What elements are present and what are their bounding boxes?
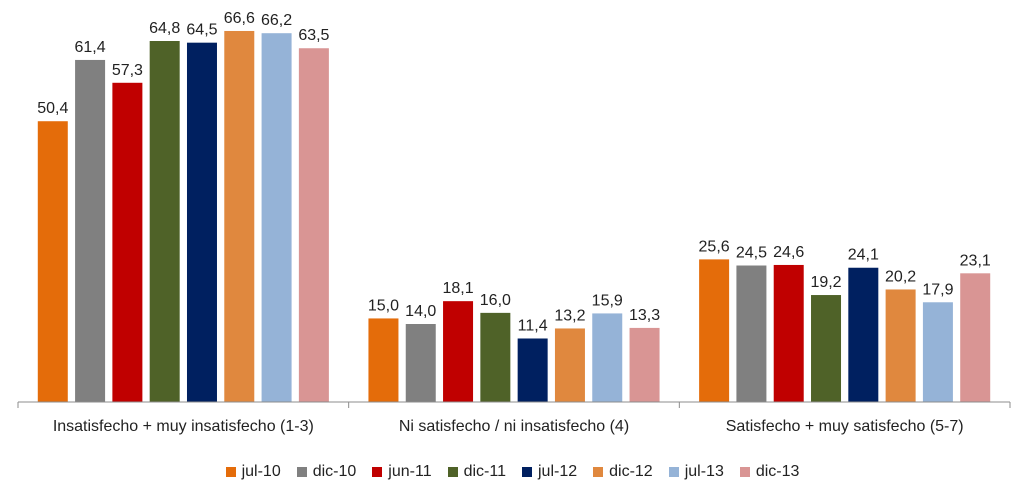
value-label: 24,6 xyxy=(773,244,804,261)
bar-jul-10-0 xyxy=(37,121,68,402)
value-label: 61,4 xyxy=(75,39,106,56)
x-axis xyxy=(17,401,1011,408)
value-label: 64,8 xyxy=(149,20,180,37)
bar-jul-12-1 xyxy=(517,338,548,402)
bar-dic-12-0 xyxy=(224,30,255,402)
bar-jun-11-2 xyxy=(773,264,804,402)
legend-item-dic-11: dic-11 xyxy=(447,463,506,481)
value-label: 20,2 xyxy=(885,268,916,285)
value-label: 15,0 xyxy=(368,297,399,314)
category-label: Ni satisfecho / ni insatisfecho (4) xyxy=(399,418,629,435)
value-label: 66,2 xyxy=(261,12,292,29)
value-label: 18,1 xyxy=(442,280,473,297)
bar-dic-13-2 xyxy=(960,273,991,402)
bar-dic-11-1 xyxy=(480,312,511,402)
bar-jul-13-1 xyxy=(592,313,623,402)
legend-item-dic-10: dic-10 xyxy=(296,463,357,481)
legend-item-jul-10: jul-10 xyxy=(225,463,281,481)
value-label: 14,0 xyxy=(405,303,436,320)
legend-swatch xyxy=(521,467,532,477)
legend-label: jul-13 xyxy=(684,463,724,480)
value-label: 23,1 xyxy=(960,252,991,269)
bar-dic-10-2 xyxy=(736,265,767,402)
value-label: 16,0 xyxy=(480,292,511,309)
value-label: 24,1 xyxy=(848,247,879,264)
value-label: 64,5 xyxy=(186,22,217,39)
bar-dic-11-0 xyxy=(149,41,180,402)
legend-swatch xyxy=(739,467,750,477)
legend-item-jul-13: jul-13 xyxy=(668,463,724,481)
legend-label: dic-10 xyxy=(312,463,357,480)
bars-layer xyxy=(37,30,991,403)
value-label: 11,4 xyxy=(518,317,548,334)
bar-dic-12-2 xyxy=(885,289,916,402)
value-label: 17,9 xyxy=(922,281,953,298)
value-label: 63,5 xyxy=(298,27,329,44)
category-label: Satisfecho + muy satisfecho (5-7) xyxy=(726,418,964,435)
value-labels-layer: 50,4 61,4 57,3 64,8 64,5 66,6 66,2 63,5 15,0 14,0… xyxy=(37,10,991,335)
legend-item-jun-11: jun-11 xyxy=(372,463,432,481)
bar-dic-11-2 xyxy=(811,295,842,402)
value-label: 57,3 xyxy=(112,62,143,79)
bar-jul-13-2 xyxy=(922,302,953,402)
value-label: 13,3 xyxy=(629,307,660,324)
legend-swatch xyxy=(668,467,679,477)
legend-item-dic-12: dic-12 xyxy=(593,463,653,481)
bar-dic-10-0 xyxy=(75,59,106,403)
bar-jul-10-1 xyxy=(368,318,399,402)
bar-jul-10-2 xyxy=(699,259,730,402)
legend-swatch xyxy=(225,467,236,477)
bar-jun-11-1 xyxy=(443,301,474,402)
legend-label: jun-11 xyxy=(388,463,432,480)
legend-label: jul-12 xyxy=(537,463,578,480)
legend-label: dic-12 xyxy=(609,463,653,480)
legend-swatch xyxy=(447,467,458,477)
category-label: Insatisfecho + muy insatisfecho (1-3) xyxy=(53,418,314,435)
bar-dic-12-1 xyxy=(554,328,585,402)
legend-swatch xyxy=(372,467,383,477)
value-label: 50,4 xyxy=(37,100,68,117)
legend: jul-10 dic-10 jun-11 dic-11 jul-12 dic-12 jul-… xyxy=(0,463,1025,481)
category-labels-layer: Insatisfecho + muy insatisfecho (1-3) Ni … xyxy=(53,418,964,435)
legend-swatch xyxy=(296,467,307,477)
value-label: 66,6 xyxy=(224,10,255,27)
bar-chart: 50,4 61,4 57,3 64,8 64,5 66,6 66,2 63,5 15,0 14,0… xyxy=(17,10,1011,435)
legend-label: jul-10 xyxy=(241,463,281,480)
bar-dic-10-1 xyxy=(405,324,436,402)
bar-jun-11-0 xyxy=(112,82,143,402)
value-label: 15,9 xyxy=(592,292,623,309)
value-label: 13,2 xyxy=(554,307,585,324)
legend-swatch xyxy=(593,467,604,477)
legend-item-dic-13: dic-13 xyxy=(739,463,800,481)
bar-dic-13-0 xyxy=(298,48,329,403)
bar-jul-12-2 xyxy=(848,267,879,402)
legend-item-jul-12: jul-12 xyxy=(521,463,578,481)
value-label: 25,6 xyxy=(699,238,730,255)
bar-dic-13-1 xyxy=(629,327,660,402)
bar-jul-12-0 xyxy=(186,42,217,402)
value-label: 19,2 xyxy=(810,274,841,291)
legend-label: dic-11 xyxy=(463,463,506,480)
value-label: 24,5 xyxy=(736,245,767,262)
legend-label: dic-13 xyxy=(755,463,800,480)
bar-jul-13-0 xyxy=(261,33,292,402)
